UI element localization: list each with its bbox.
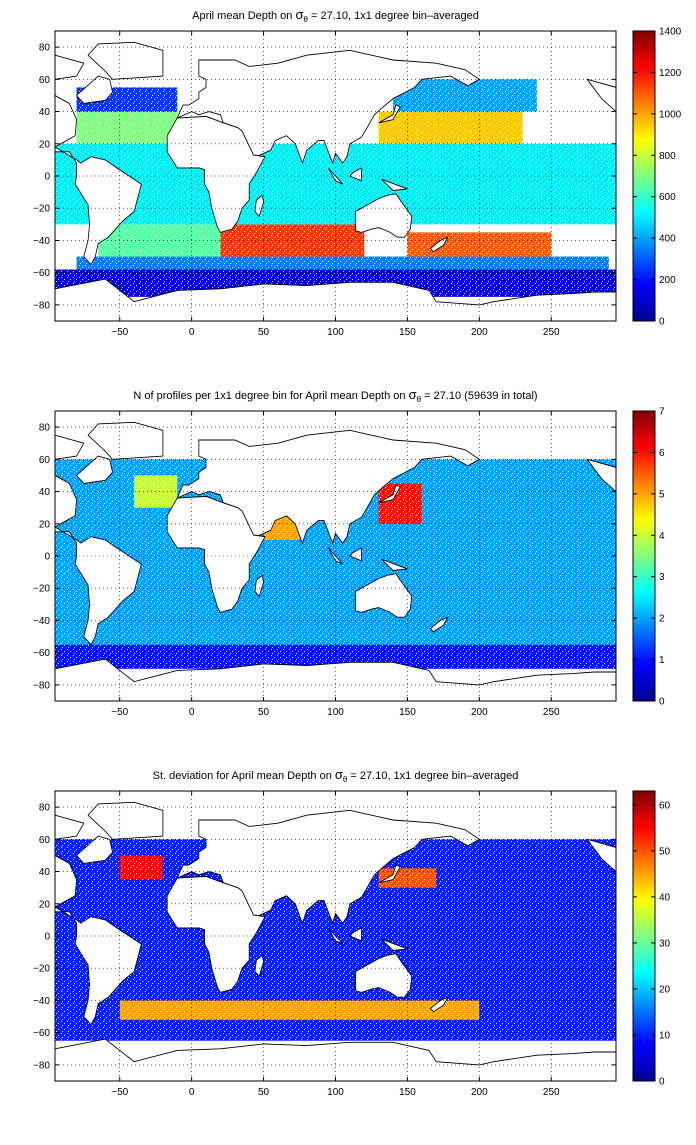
x-tick-label: 0 — [189, 327, 195, 338]
x-tick-label: −50 — [111, 707, 128, 718]
y-tick-label: 40 — [39, 107, 51, 118]
sigma-symbol: σ — [295, 7, 303, 22]
y-tick-label: −80 — [33, 680, 50, 691]
colorbar-tick-label: 20 — [659, 984, 671, 995]
y-tick-label: 20 — [39, 899, 51, 910]
colorbar-tick-label: 3 — [659, 572, 665, 583]
x-tick-label: 50 — [258, 327, 270, 338]
y-tick-label: −60 — [33, 648, 50, 659]
y-tick-label: −40 — [33, 996, 50, 1007]
y-tick-label: 20 — [39, 519, 51, 530]
y-tick-label: 60 — [39, 75, 51, 86]
colorbar-tick-label: 4 — [659, 531, 665, 542]
y-tick-label: 40 — [39, 487, 51, 498]
colorbar: 0 200 400 600 800 1000 1200 1400 — [632, 27, 682, 328]
colorbar: 0 10 20 30 40 50 60 — [632, 790, 671, 1088]
colorbar: 0 1 2 3 4 5 6 7 — [632, 407, 665, 708]
x-tick-label: −50 — [111, 327, 128, 338]
y-tick-label: 60 — [39, 835, 51, 846]
colorbar-tick-label: 1400 — [659, 27, 682, 38]
x-tick-label: 200 — [471, 327, 488, 338]
x-tick-label: 50 — [258, 707, 270, 718]
panel-title: April mean Depth on σθ = 27.10, 1x1 degr… — [192, 7, 479, 24]
colorbar-tick-label: 5 — [659, 489, 665, 500]
colorbar-tick-label: 7 — [659, 407, 665, 418]
y-tick-label: −80 — [33, 1060, 50, 1071]
x-tick-label: 150 — [399, 1087, 416, 1098]
x-tick-label: 100 — [327, 707, 344, 718]
y-tick-label: −60 — [33, 268, 50, 279]
colorbar-tick-label: 0 — [659, 1077, 665, 1088]
y-tick-label: −20 — [33, 204, 50, 215]
y-tick-label: 0 — [44, 932, 50, 943]
y-tick-label: −40 — [33, 616, 50, 627]
colorbar-tick-label: 0 — [659, 317, 665, 328]
colorbar-gradient — [632, 790, 656, 1082]
colorbar-gradient — [632, 30, 656, 322]
colorbar-tick-label: 200 — [659, 275, 676, 286]
colorbar-tick-label: 1000 — [659, 109, 682, 120]
colorbar-tick-label: 6 — [659, 448, 665, 459]
x-tick-label: 100 — [327, 1087, 344, 1098]
y-tick-label: 20 — [39, 139, 51, 150]
y-tick-label: 80 — [39, 803, 51, 814]
y-tick-label: −20 — [33, 964, 50, 975]
y-tick-label: 60 — [39, 455, 51, 466]
x-tick-label: −50 — [111, 1087, 128, 1098]
colorbar-tick-label: 800 — [659, 151, 676, 162]
x-tick-label: 100 — [327, 327, 344, 338]
colorbar-tick-label: 2 — [659, 614, 665, 625]
colorbar-tick-label: 10 — [659, 1030, 671, 1041]
colorbar-tick-label: 1200 — [659, 68, 682, 79]
colorbar-tick-label: 50 — [659, 846, 671, 857]
x-tick-label: 200 — [471, 1087, 488, 1098]
y-tick-label: −20 — [33, 584, 50, 595]
panel-title: N of profiles per 1x1 degree bin for Apr… — [133, 387, 537, 404]
panel-count: N of profiles per 1x1 degree bin for Apr… — [33, 387, 665, 718]
x-tick-label: 150 — [399, 707, 416, 718]
x-tick-label: 250 — [543, 707, 560, 718]
x-tick-label: 0 — [189, 707, 195, 718]
sigma-symbol: σ — [409, 387, 417, 402]
y-tick-label: 80 — [39, 43, 51, 54]
colorbar-tick-label: 40 — [659, 892, 671, 903]
colorbar-tick-label: 60 — [659, 800, 671, 811]
colorbar-tick-label: 1 — [659, 655, 665, 666]
x-tick-label: 200 — [471, 707, 488, 718]
sigma-symbol: σ — [335, 767, 343, 782]
y-tick-label: −60 — [33, 1028, 50, 1039]
y-tick-label: 80 — [39, 423, 51, 434]
x-tick-label: 0 — [189, 1087, 195, 1098]
colorbar-gradient — [632, 410, 656, 702]
x-tick-label: 150 — [399, 327, 416, 338]
x-tick-label: 250 — [543, 327, 560, 338]
y-tick-label: −40 — [33, 236, 50, 247]
y-tick-label: 40 — [39, 867, 51, 878]
panel-depth: April mean Depth on σθ = 27.10, 1x1 degr… — [33, 7, 682, 338]
colorbar-tick-label: 0 — [659, 697, 665, 708]
x-tick-label: 250 — [543, 1087, 560, 1098]
y-tick-label: 0 — [44, 552, 50, 563]
x-tick-label: 50 — [258, 1087, 270, 1098]
panel-title: St. deviation for April mean Depth on σθ… — [153, 767, 519, 784]
grid-lines — [55, 411, 616, 701]
panel-stdev: St. deviation for April mean Depth on σθ… — [33, 767, 671, 1098]
grid-lines — [55, 31, 616, 321]
colorbar-tick-label: 400 — [659, 234, 676, 245]
grid-lines — [55, 791, 616, 1081]
y-tick-label: 0 — [44, 172, 50, 183]
colorbar-tick-label: 600 — [659, 192, 676, 203]
y-tick-label: −80 — [33, 300, 50, 311]
colorbar-tick-label: 30 — [659, 938, 671, 949]
